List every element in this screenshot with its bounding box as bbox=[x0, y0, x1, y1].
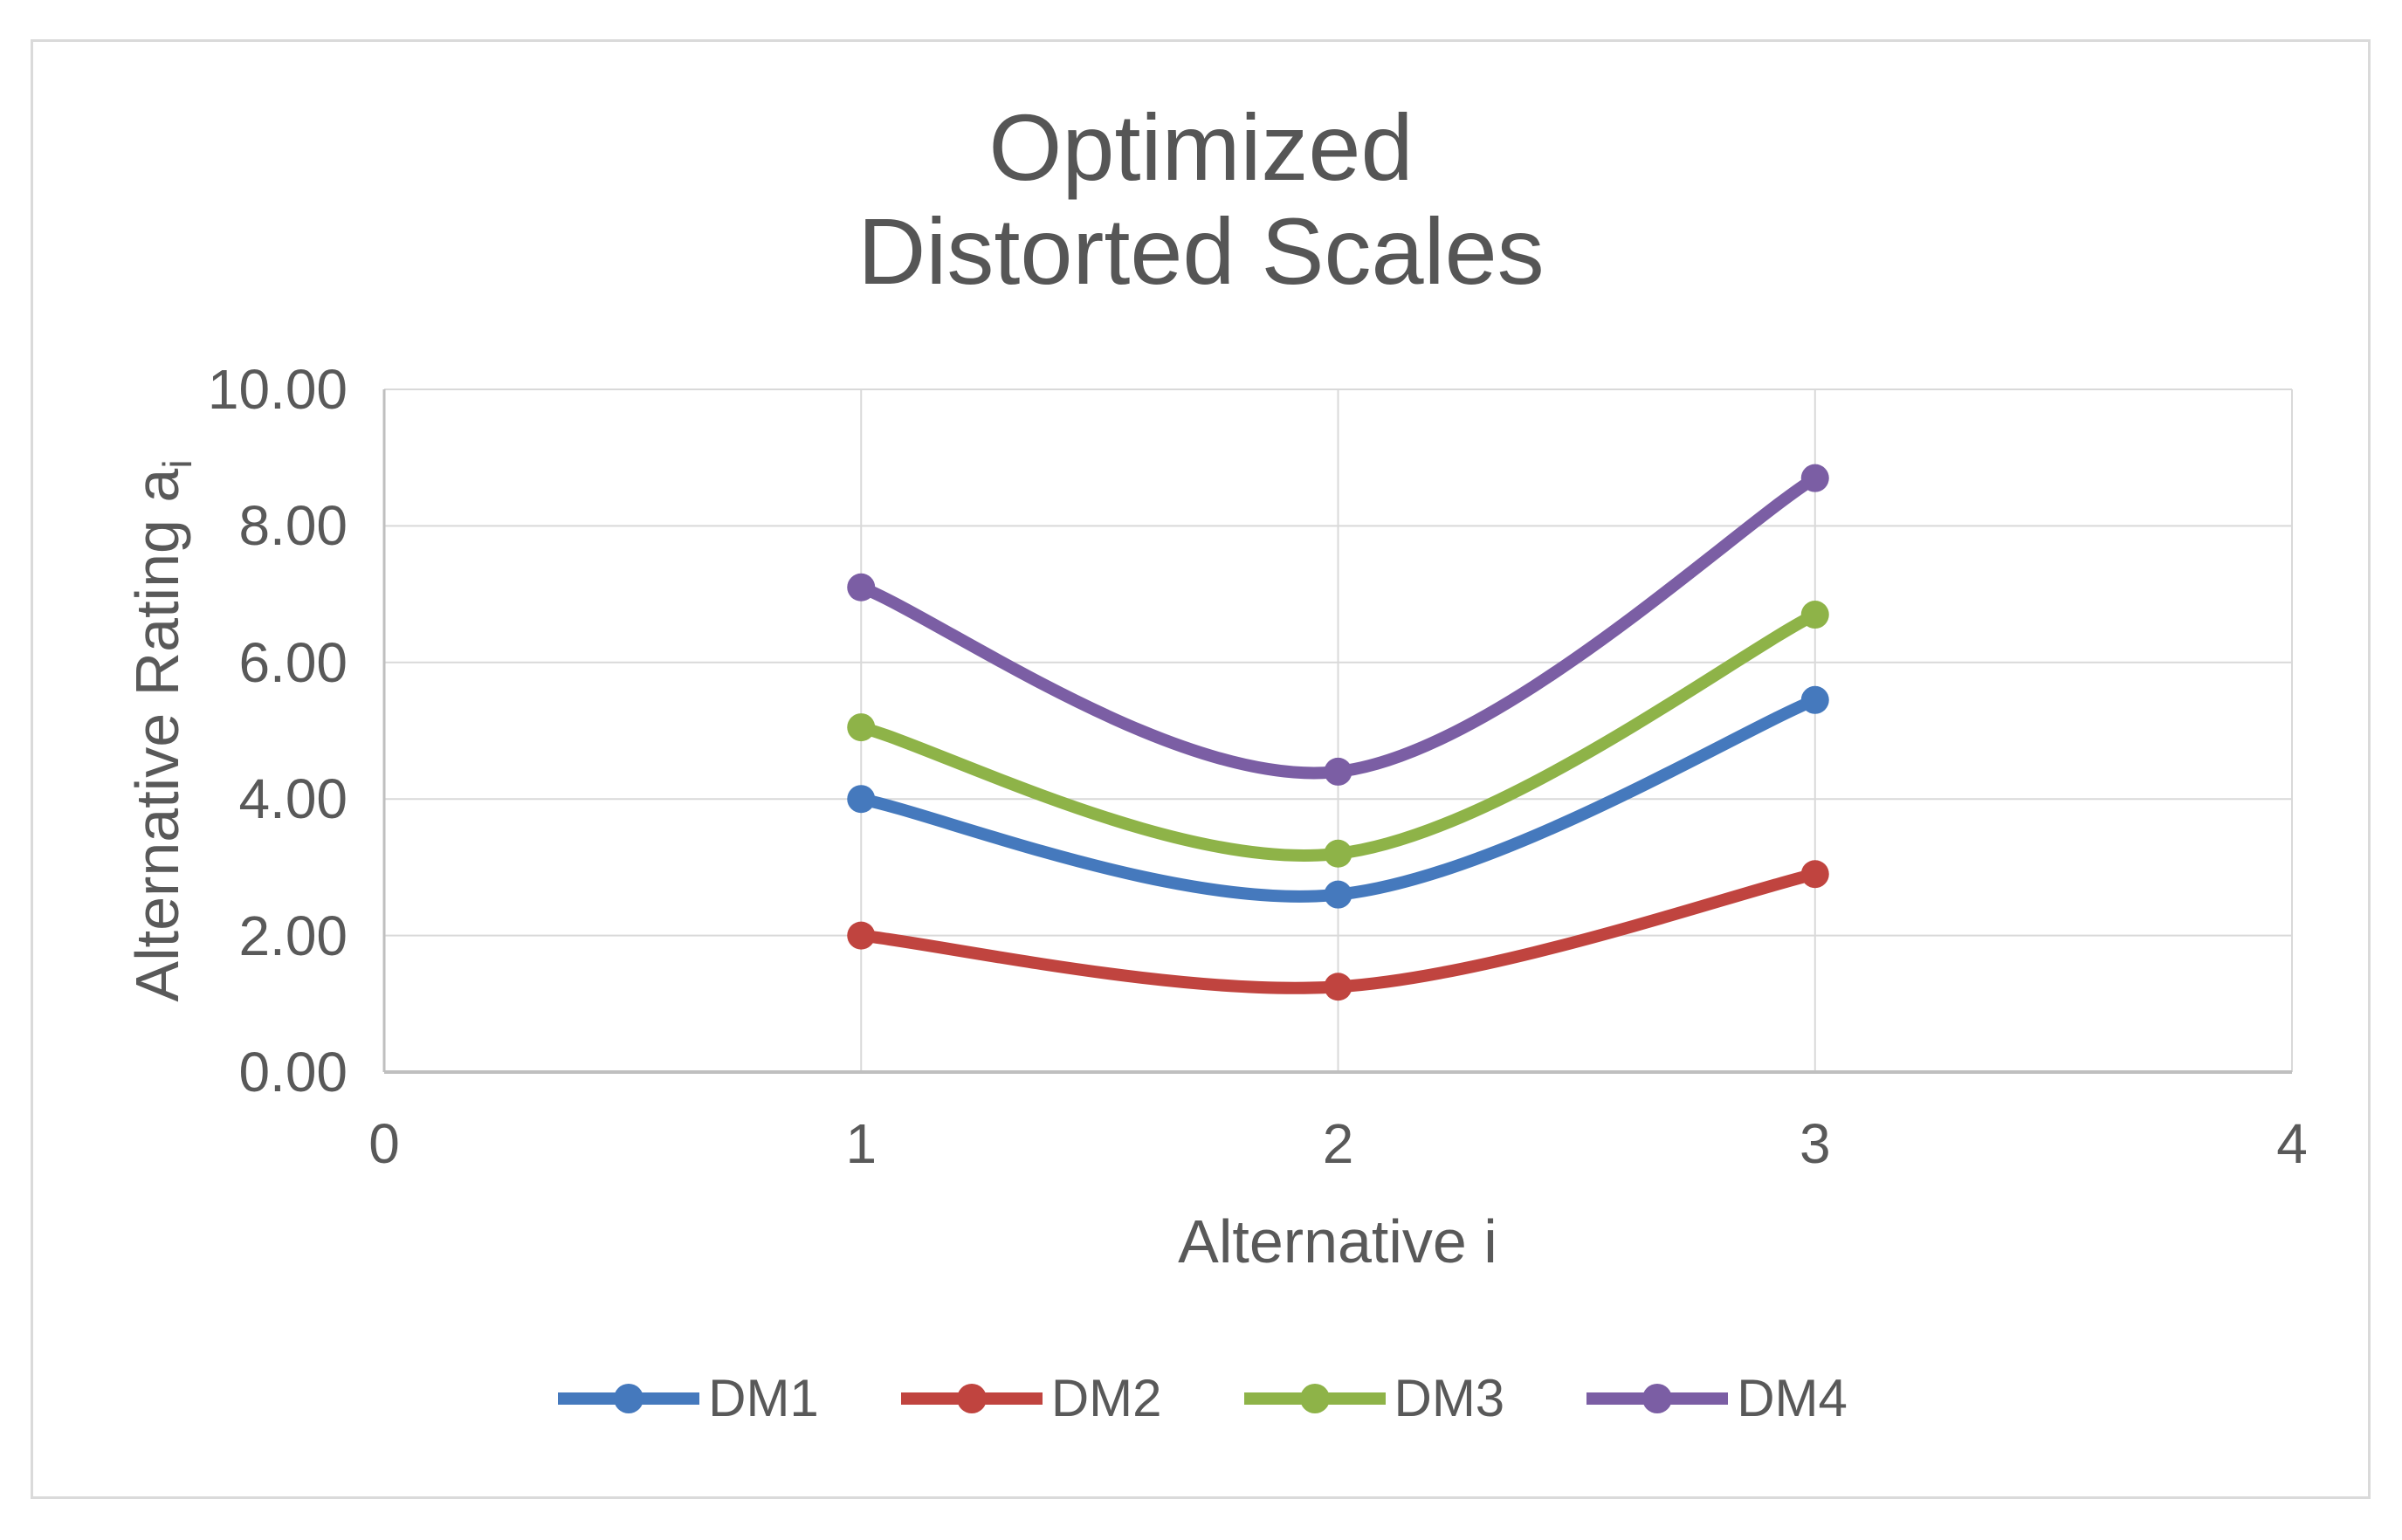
legend-item-DM4: DM4 bbox=[1583, 1372, 1848, 1425]
data-point-DM3 bbox=[1324, 839, 1352, 868]
legend-label: DM4 bbox=[1737, 1369, 1848, 1427]
data-point-DM2 bbox=[1800, 860, 1829, 889]
y-tick-label: 8.00 bbox=[238, 494, 348, 558]
data-point-DM2 bbox=[1324, 973, 1352, 1001]
y-tick-label: 0.00 bbox=[238, 1041, 348, 1103]
x-tick-label: 4 bbox=[2276, 1112, 2308, 1175]
legend-line-marker-icon bbox=[1586, 1384, 1729, 1413]
data-point-DM1 bbox=[847, 785, 876, 814]
data-point-DM1 bbox=[1324, 880, 1352, 909]
y-tick-label: 4.00 bbox=[238, 767, 348, 831]
y-tick-label: 2.00 bbox=[238, 904, 348, 967]
legend-line-marker-icon bbox=[1243, 1384, 1386, 1413]
x-axis-title: Alternative i bbox=[1178, 1207, 1497, 1275]
data-point-DM4 bbox=[847, 573, 876, 602]
chart-title: Optimized Distorted Scales bbox=[857, 94, 1545, 304]
x-tick-label: 1 bbox=[845, 1112, 878, 1175]
chart-border bbox=[31, 39, 2371, 1499]
x-tick-label: 2 bbox=[1322, 1112, 1354, 1175]
y-tick-label: 10.00 bbox=[207, 358, 348, 421]
data-point-DM4 bbox=[1800, 464, 1829, 492]
legend-item-DM3: DM3 bbox=[1241, 1369, 1505, 1427]
data-point-DM3 bbox=[1800, 601, 1829, 629]
legend: DM1 DM2 DM3 DM4 bbox=[0, 1372, 2402, 1425]
legend-line-marker-icon bbox=[558, 1384, 700, 1413]
x-tick-label: 0 bbox=[368, 1112, 400, 1175]
legend-label: DM2 bbox=[1050, 1369, 1162, 1427]
legend-line-marker-icon bbox=[900, 1384, 1043, 1413]
x-tick-label: 3 bbox=[1799, 1112, 1831, 1175]
legend-item-DM1: DM1 bbox=[554, 1372, 819, 1425]
data-point-DM4 bbox=[1324, 757, 1352, 786]
data-point-DM1 bbox=[1800, 685, 1829, 714]
legend-label: DM1 bbox=[708, 1369, 819, 1427]
data-point-DM2 bbox=[847, 921, 876, 950]
data-point-DM3 bbox=[847, 713, 876, 742]
y-tick-label: 6.00 bbox=[238, 630, 348, 694]
legend-label: DM3 bbox=[1394, 1369, 1505, 1427]
legend-item-DM2: DM2 bbox=[898, 1372, 1162, 1425]
